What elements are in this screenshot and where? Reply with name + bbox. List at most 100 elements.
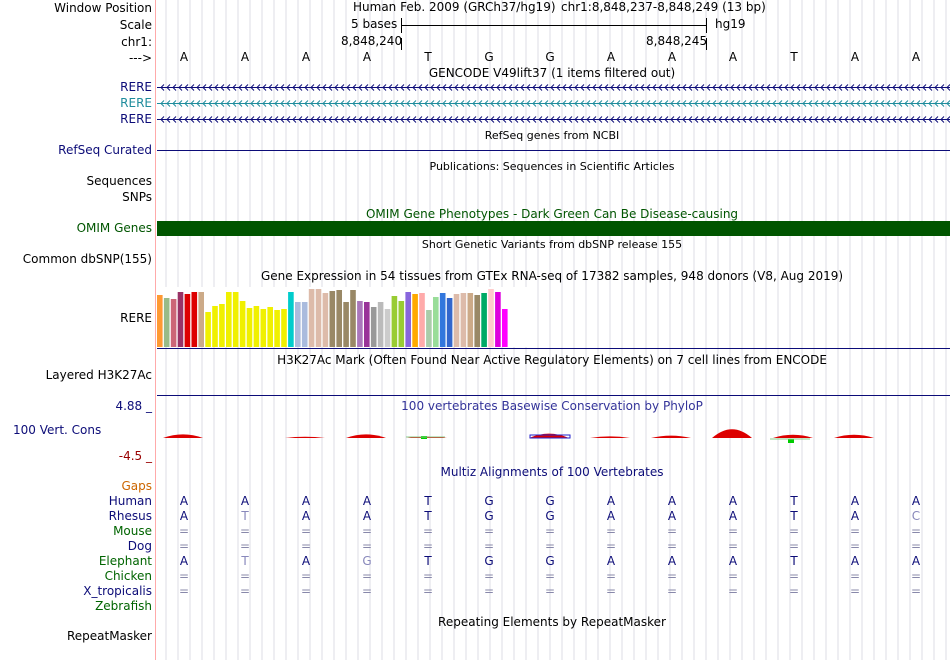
- cons-peak: [346, 434, 386, 438]
- refseq-title[interactable]: RefSeq genes from NCBI: [484, 129, 620, 142]
- h3k27ac-title[interactable]: H3K27Ac Mark (Often Found Near Active Re…: [277, 353, 827, 367]
- alignment-base: =: [788, 524, 800, 538]
- cons-peak: [651, 435, 691, 438]
- alignment-base: =: [239, 584, 251, 598]
- multiz-gaps-label[interactable]: Gaps: [121, 479, 152, 493]
- multiz-species-label[interactable]: Elephant: [98, 554, 152, 568]
- gtex-bar: [267, 307, 273, 347]
- multiz-species-label[interactable]: Rhesus: [108, 509, 152, 523]
- cons-label[interactable]: 100 Vert. Cons: [13, 423, 102, 437]
- multiz-species-label[interactable]: Mouse: [113, 524, 152, 538]
- alignment-base: A: [606, 509, 616, 523]
- sequence-base: T: [424, 50, 432, 64]
- alignment-base: =: [544, 569, 556, 583]
- gencode-gene-3: [157, 116, 950, 123]
- gtex-bar: [288, 292, 294, 347]
- alignment-base: =: [910, 524, 922, 538]
- alignment-base: =: [239, 539, 251, 553]
- alignment-base: C: [911, 509, 921, 523]
- alignment-base: =: [788, 584, 800, 598]
- gencode-label-1[interactable]: RERE: [120, 80, 152, 94]
- gtex-bar: [446, 298, 453, 347]
- scale-db: hg19: [715, 17, 746, 31]
- alignment-base: =: [361, 524, 373, 538]
- multiz-species-label[interactable]: Chicken: [104, 569, 152, 583]
- alignment-base: =: [849, 569, 861, 583]
- multiz-species-label[interactable]: Human: [108, 494, 152, 508]
- cons-peak: [834, 434, 874, 438]
- multiz-species-label[interactable]: X_tropicalis: [83, 584, 152, 598]
- dbsnp-title[interactable]: Short Genetic Variants from dbSNP releas…: [421, 238, 683, 251]
- dbsnp-label[interactable]: Common dbSNP(155): [22, 252, 152, 266]
- scale-text: 5 bases: [351, 17, 398, 31]
- sequence-base: G: [545, 50, 555, 64]
- alignment-base: =: [849, 584, 861, 598]
- gtex-bar: [488, 289, 494, 347]
- cons-peak: [163, 434, 203, 438]
- sequence-base: A: [606, 50, 616, 64]
- gtex-bar: [453, 294, 460, 347]
- alignment-base: T: [424, 494, 432, 508]
- gtex-bar: [184, 294, 191, 347]
- sequence-base: A: [667, 50, 677, 64]
- alignment-base: =: [605, 524, 617, 538]
- alignment-base: =: [910, 569, 922, 583]
- repeatmasker-label[interactable]: RepeatMasker: [66, 629, 152, 643]
- gencode-title[interactable]: GENCODE V49lift37 (1 items filtered out): [428, 66, 676, 80]
- alignment-base: =: [239, 524, 251, 538]
- gtex-bar: [219, 304, 225, 347]
- alignment-base: G: [484, 494, 494, 508]
- gtex-bar: [205, 312, 211, 347]
- cons-title[interactable]: 100 vertebrates Basewise Conservation by…: [401, 399, 703, 413]
- gtex-bar: [198, 292, 204, 347]
- alignment-base: A: [667, 509, 677, 523]
- gtex-title[interactable]: Gene Expression in 54 tissues from GTEx …: [260, 269, 844, 283]
- gtex-bar: [364, 302, 370, 347]
- gtex-bar: [357, 301, 363, 347]
- gtex-bar: [481, 293, 487, 347]
- alignment-base: G: [362, 554, 372, 568]
- alignment-base: A: [179, 494, 189, 508]
- publications-label-snps[interactable]: SNPs: [122, 190, 152, 204]
- gtex-bar: [157, 295, 163, 347]
- omim-bar: [157, 221, 950, 236]
- alignment-base: A: [179, 554, 189, 568]
- repeatmasker-title[interactable]: Repeating Elements by RepeatMasker: [438, 615, 666, 629]
- publications-title[interactable]: Publications: Sequences in Scientific Ar…: [429, 160, 675, 173]
- alignment-base: =: [605, 539, 617, 553]
- gencode-label-3[interactable]: RERE: [120, 112, 152, 126]
- alignment-base: =: [361, 539, 373, 553]
- gencode-gene-1: [157, 84, 950, 91]
- multiz-title[interactable]: Multiz Alignments of 100 Vertebrates: [440, 465, 664, 479]
- multiz-species-label[interactable]: Zebrafish: [95, 599, 152, 613]
- alignment-base: =: [300, 584, 312, 598]
- alignment-base: A: [179, 509, 189, 523]
- sequence-base: A: [911, 50, 921, 64]
- alignment-base: A: [911, 554, 921, 568]
- gtex-bar: [329, 291, 336, 347]
- alignment-base: =: [605, 584, 617, 598]
- sequence-base: A: [179, 50, 189, 64]
- alignment-base: =: [544, 584, 556, 598]
- position-readout[interactable]: chr1:8,848,237-8,848,249 (13 bp): [561, 0, 766, 14]
- alignment-base: =: [422, 524, 434, 538]
- gtex-bar: [391, 296, 398, 347]
- alignment-base: =: [727, 569, 739, 583]
- cons-peak: [529, 433, 569, 438]
- alignment-base: =: [666, 584, 678, 598]
- omim-title[interactable]: OMIM Gene Phenotypes - Dark Green Can Be…: [365, 207, 739, 221]
- refseq-label[interactable]: RefSeq Curated: [58, 143, 152, 157]
- alignment-base: T: [241, 509, 249, 523]
- gtex-bar: [212, 306, 218, 347]
- gtex-label[interactable]: RERE: [120, 311, 152, 325]
- sequence-base: A: [240, 50, 250, 64]
- alignment-base: =: [727, 539, 739, 553]
- h3k27ac-label[interactable]: Layered H3K27Ac: [45, 368, 152, 382]
- omim-label[interactable]: OMIM Genes: [76, 221, 152, 235]
- publications-label-sequences[interactable]: Sequences: [86, 174, 152, 188]
- gencode-label-2[interactable]: RERE: [120, 96, 152, 110]
- multiz-species-label[interactable]: Dog: [127, 539, 152, 553]
- alignment-base: =: [605, 569, 617, 583]
- gtex-bar: [301, 302, 308, 347]
